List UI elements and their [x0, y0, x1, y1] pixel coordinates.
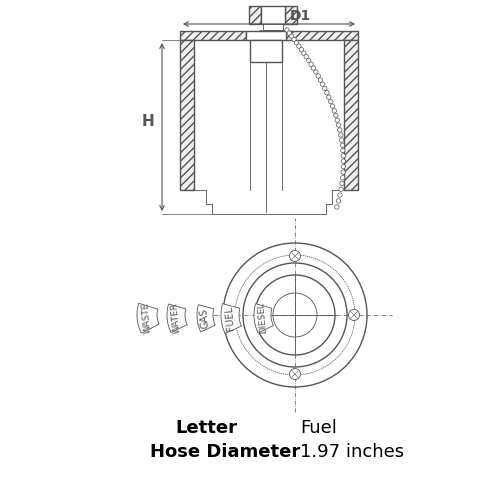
Text: Fuel: Fuel [300, 419, 337, 437]
Circle shape [338, 193, 342, 198]
Circle shape [328, 100, 333, 104]
Text: Hose Diameter: Hose Diameter [150, 443, 300, 461]
Circle shape [341, 170, 345, 174]
Polygon shape [249, 6, 261, 24]
Circle shape [334, 205, 339, 209]
Circle shape [306, 58, 311, 62]
Circle shape [285, 28, 289, 32]
Circle shape [340, 143, 344, 148]
Polygon shape [344, 40, 358, 190]
Circle shape [335, 118, 340, 122]
Circle shape [330, 104, 335, 108]
Polygon shape [221, 304, 242, 334]
Polygon shape [197, 304, 215, 332]
Text: WASTE: WASTE [142, 302, 153, 334]
Text: DIESEL: DIESEL [257, 302, 268, 334]
Circle shape [320, 82, 325, 86]
Circle shape [294, 40, 298, 45]
Text: Letter: Letter [175, 419, 237, 437]
Text: H: H [142, 114, 154, 130]
Circle shape [336, 199, 341, 203]
Circle shape [336, 123, 341, 128]
Circle shape [304, 54, 308, 59]
Circle shape [324, 90, 329, 95]
Polygon shape [263, 24, 283, 30]
Circle shape [338, 128, 342, 132]
Circle shape [302, 51, 306, 56]
Circle shape [290, 368, 300, 380]
Circle shape [341, 164, 345, 169]
Polygon shape [254, 304, 274, 333]
Circle shape [299, 48, 304, 52]
Text: 1.97 inches: 1.97 inches [300, 443, 404, 461]
Polygon shape [180, 40, 194, 190]
Circle shape [332, 108, 336, 113]
Circle shape [340, 138, 344, 142]
Polygon shape [285, 6, 297, 24]
Circle shape [334, 113, 338, 117]
Text: D1: D1 [290, 9, 311, 23]
Text: FUEL: FUEL [224, 306, 236, 330]
Polygon shape [286, 31, 358, 40]
Polygon shape [261, 6, 285, 24]
Circle shape [341, 159, 345, 164]
Circle shape [296, 44, 301, 48]
Text: WATER: WATER [170, 302, 182, 334]
Circle shape [318, 78, 322, 82]
Circle shape [316, 74, 320, 78]
Circle shape [287, 31, 292, 36]
Circle shape [290, 250, 300, 262]
Circle shape [338, 133, 343, 137]
Circle shape [340, 148, 345, 152]
Circle shape [348, 310, 360, 320]
Circle shape [340, 181, 344, 186]
Polygon shape [137, 304, 159, 333]
Circle shape [309, 62, 314, 66]
Circle shape [314, 70, 318, 74]
Circle shape [340, 176, 345, 180]
Circle shape [292, 38, 296, 42]
Circle shape [341, 154, 345, 158]
Polygon shape [250, 40, 282, 62]
Polygon shape [246, 31, 286, 40]
Circle shape [322, 86, 327, 90]
Text: GAS: GAS [200, 308, 211, 328]
Circle shape [326, 95, 331, 100]
Polygon shape [167, 304, 187, 332]
Circle shape [339, 187, 344, 192]
Circle shape [312, 66, 316, 70]
Circle shape [290, 34, 294, 38]
Polygon shape [180, 31, 246, 40]
